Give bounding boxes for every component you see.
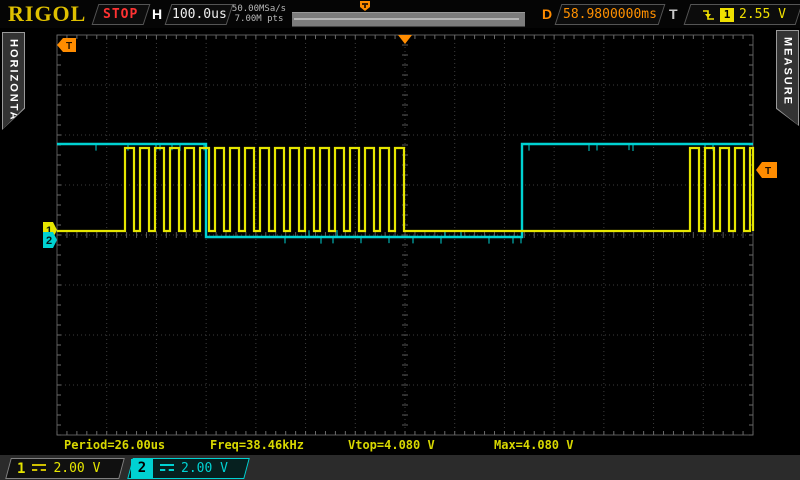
- waveform-preview-bar: [292, 12, 525, 27]
- delay-label: D: [542, 6, 553, 22]
- tab-measure[interactable]: MEASURE: [776, 30, 799, 126]
- channel-1-scale: 2.00 V: [53, 461, 101, 476]
- measurement-period: Period=26.00us: [64, 438, 166, 452]
- channel-1-status[interactable]: 1 2.00 V: [5, 458, 125, 479]
- sample-rate: 50.00MSa/s: [231, 4, 287, 14]
- ch1-trace: [57, 146, 755, 233]
- trigger-level-value: 2.55 V: [738, 7, 786, 22]
- top-status-bar: RIGOL STOP H 100.0us 50.00MSa/s 7.00M pt…: [0, 0, 800, 28]
- ch2-ground-marker: [43, 232, 57, 248]
- measurement-vtop: Vtop=4.080 V: [348, 438, 435, 452]
- trigger-position-marker: [398, 35, 412, 44]
- trigger-label: T: [669, 6, 678, 22]
- trigger-level-marker-label: T: [765, 166, 771, 177]
- channel-1-number: 1: [17, 460, 26, 477]
- timebase-value: 100.0us: [171, 7, 227, 22]
- channel-2-status[interactable]: 2 2.00 V: [127, 458, 250, 479]
- ch2-trace: [57, 142, 753, 239]
- delay-value: 58.9800000ms: [563, 7, 657, 22]
- channel-2-scale: 2.00 V: [181, 461, 228, 476]
- dc-coupling-icon: [160, 464, 174, 473]
- tab-horizontal-face: HORIZONTAL: [3, 33, 24, 129]
- falling-edge-icon: [702, 9, 714, 20]
- run-state-indicator[interactable]: STOP: [91, 4, 151, 25]
- tab-horizontal-label: HORIZONTAL: [7, 39, 20, 131]
- tab-measure-label: MEASURE: [781, 37, 794, 107]
- dc-coupling-icon: [32, 464, 47, 473]
- rigol-logo: RIGOL: [8, 1, 87, 26]
- timebase-display[interactable]: 100.0us: [164, 4, 234, 25]
- trigger-source-badge: 1: [719, 7, 734, 22]
- ch2-ground-marker-label: 2: [46, 235, 52, 247]
- tab-horizontal[interactable]: HORIZONTAL: [2, 32, 25, 130]
- trigger-settings-display[interactable]: 1 2.55 V: [683, 4, 800, 25]
- measurement-freq: Freq=38.46kHz: [210, 438, 304, 452]
- ch1-ground-marker-label: 1: [46, 225, 52, 237]
- tab-measure-face: MEASURE: [777, 31, 798, 125]
- trigger-position-flag-icon: [360, 1, 370, 11]
- trigger-level-marker: [756, 162, 777, 178]
- preview-wave: [294, 18, 519, 20]
- trigger-delay-flag-label: T: [66, 41, 72, 52]
- horizontal-label: H: [152, 6, 163, 22]
- delay-display[interactable]: 58.9800000ms: [554, 4, 666, 25]
- bottom-status-bar: 1 2.00 V 2 2.00 V 10:44: [0, 454, 800, 480]
- channel-2-number: 2: [131, 459, 153, 478]
- memory-depth: 7.00M pts: [234, 14, 284, 24]
- trigger-delay-flag: [57, 38, 76, 52]
- run-state-label: STOP: [103, 7, 139, 22]
- measurement-max: Max=4.080 V: [494, 438, 574, 452]
- acquisition-info: 50.00MSa/s 7.00M pts: [230, 4, 288, 24]
